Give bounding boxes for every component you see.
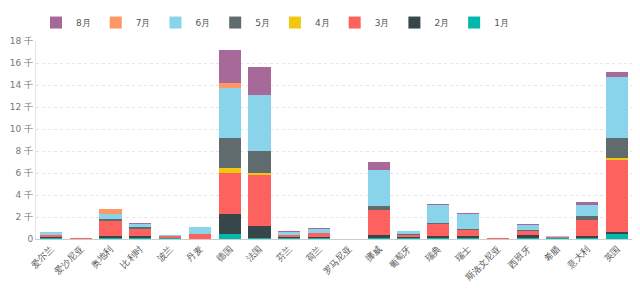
svg-text:2 千: 2 千 <box>16 212 34 222</box>
svg-text:瑞士: 瑞士 <box>453 244 473 264</box>
svg-text:爱尔兰: 爱尔兰 <box>29 244 55 270</box>
svg-text:西班牙: 西班牙 <box>506 244 532 270</box>
svg-text:1月: 1月 <box>494 18 509 28</box>
svg-text:7月: 7月 <box>136 18 151 28</box>
svg-text:16 千: 16 千 <box>10 58 33 68</box>
svg-text:5月: 5月 <box>255 18 270 28</box>
svg-text:挪威: 挪威 <box>363 244 383 264</box>
svg-text:芬兰: 芬兰 <box>274 244 294 264</box>
svg-text:希腊: 希腊 <box>542 244 562 264</box>
svg-text:奥地利: 奥地利 <box>89 244 115 270</box>
svg-text:罗马尼亚: 罗马尼亚 <box>321 244 354 277</box>
svg-text:德国: 德国 <box>214 244 234 264</box>
svg-text:6月: 6月 <box>195 18 210 28</box>
svg-text:波兰: 波兰 <box>155 244 175 264</box>
svg-text:丹麦: 丹麦 <box>185 244 205 264</box>
svg-text:4 千: 4 千 <box>16 190 34 200</box>
svg-text:意大利: 意大利 <box>565 244 592 271</box>
svg-text:英国: 英国 <box>602 244 622 264</box>
svg-text:0: 0 <box>27 234 33 244</box>
svg-text:14 千: 14 千 <box>10 80 33 90</box>
svg-text:斯洛文尼亚: 斯洛文尼亚 <box>464 244 503 283</box>
svg-text:4月: 4月 <box>315 18 330 28</box>
svg-text:6 千: 6 千 <box>16 168 34 178</box>
svg-text:3月: 3月 <box>375 18 390 28</box>
svg-text:比利时: 比利时 <box>119 244 145 270</box>
svg-text:爱沙尼亚: 爱沙尼亚 <box>53 244 86 277</box>
svg-text:10 千: 10 千 <box>10 124 33 134</box>
svg-text:12 千: 12 千 <box>10 102 33 112</box>
svg-text:葡萄牙: 葡萄牙 <box>387 244 413 270</box>
svg-text:2月: 2月 <box>434 18 449 28</box>
svg-text:18 千: 18 千 <box>10 36 33 46</box>
svg-text:8 千: 8 千 <box>16 146 34 156</box>
svg-text:瑞典: 瑞典 <box>423 244 443 264</box>
svg-text:荷兰: 荷兰 <box>304 244 324 264</box>
svg-text:法国: 法国 <box>244 244 264 264</box>
svg-text:8月: 8月 <box>76 18 91 28</box>
